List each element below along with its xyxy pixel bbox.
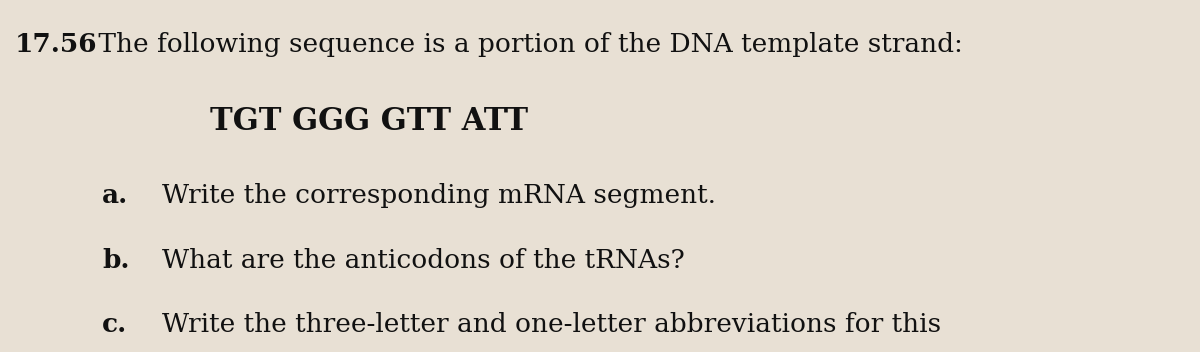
- Text: The following sequence is a portion of the DNA template strand:: The following sequence is a portion of t…: [90, 32, 962, 57]
- Text: Write the corresponding mRNA segment.: Write the corresponding mRNA segment.: [162, 183, 716, 208]
- Text: TGT GGG GTT ATT: TGT GGG GTT ATT: [210, 106, 528, 137]
- Text: Write the three-letter and one-letter abbreviations for this: Write the three-letter and one-letter ab…: [162, 312, 941, 337]
- Text: 17.56: 17.56: [14, 32, 97, 57]
- Text: What are the anticodons of the tRNAs?: What are the anticodons of the tRNAs?: [162, 248, 685, 273]
- Text: a.: a.: [102, 183, 128, 208]
- Text: c.: c.: [102, 312, 127, 337]
- Text: b.: b.: [102, 248, 130, 273]
